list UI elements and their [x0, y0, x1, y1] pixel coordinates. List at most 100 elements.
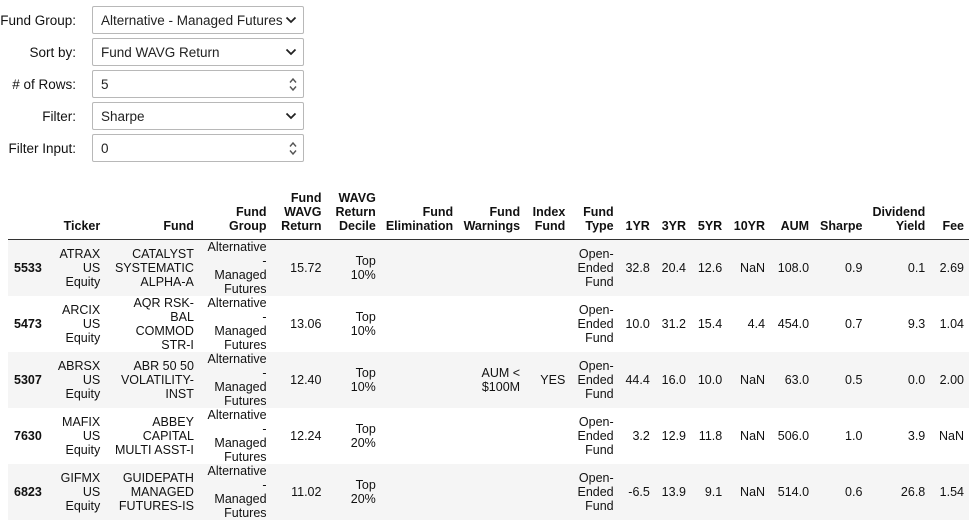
- fund-group-cell-line: Managed: [214, 323, 267, 338]
- ticker-cell-line: Equity: [65, 274, 101, 289]
- decile-cell: Top 10%: [326, 239, 380, 296]
- wavg-return-cell: 15.72: [290, 260, 322, 275]
- return-10yr-cell: NaN: [740, 484, 766, 499]
- fund-group-cell: Alternative - Managed Futures: [199, 296, 272, 352]
- elimination-cell: [381, 464, 458, 520]
- fund-name-cell: CATALYST SYSTEMATIC ALPHA-A: [105, 239, 199, 296]
- dividend-yield-cell: 26.8: [900, 484, 926, 499]
- column-header: AUM: [770, 186, 814, 239]
- return-5yr-cell: 9.1: [704, 484, 723, 499]
- column-header-line: Fund: [163, 218, 194, 233]
- filter-select[interactable]: Sharpe: [92, 102, 304, 130]
- filter-input-field[interactable]: 0: [92, 134, 304, 162]
- ticker-cell-line: ATRAX: [59, 246, 101, 261]
- fund-name-cell-line: COMMOD: [135, 323, 194, 338]
- fund-type-cell: Open- Ended Fund: [570, 296, 618, 352]
- column-header: Index Fund: [525, 186, 570, 239]
- ticker-cell-line: Equity: [65, 330, 101, 345]
- column-header: Ticker: [52, 186, 106, 239]
- fee-cell: 1.04: [939, 316, 964, 331]
- return-1yr-cell: 32.8: [625, 260, 650, 275]
- decile-cell-line: 10%: [350, 379, 376, 394]
- fund-group-cell: Alternative - Managed Futures: [199, 464, 272, 520]
- column-header-line: Decile: [338, 218, 376, 233]
- column-header-line: 5YR: [697, 218, 723, 233]
- decile-cell: Top 10%: [326, 352, 380, 408]
- sharpe-cell: 1.0: [845, 428, 863, 443]
- sort-by-value: Fund WAVG Return: [101, 44, 220, 60]
- fund-type-cell-line: Ended: [577, 372, 614, 387]
- fund-type-cell-line: Fund: [585, 442, 614, 457]
- fund-type-cell-line: Fund: [585, 498, 614, 513]
- column-header-line: Return: [335, 204, 376, 219]
- ticker-cell-line: Equity: [65, 442, 101, 457]
- table-row: 6823 GIFMX US Equity GUIDEPATH MANAGED FUTURES…: [8, 463, 969, 520]
- fund-type-cell: Open- Ended Fund: [570, 464, 618, 520]
- fund-type-cell-line: Ended: [577, 260, 614, 275]
- spinner-arrows-icon[interactable]: [288, 76, 298, 93]
- num-rows-value: 5: [101, 76, 109, 92]
- fund-group-cell-line: Alternative -: [207, 351, 267, 380]
- ticker-cell: GIFMX US Equity: [52, 464, 106, 520]
- dividend-yield-cell: 9.3: [907, 316, 926, 331]
- column-header-line: Fund: [583, 204, 614, 219]
- spinner-arrows-icon[interactable]: [288, 140, 298, 157]
- fee-cell: 2.69: [939, 260, 964, 275]
- wavg-return-cell: 12.24: [290, 428, 322, 443]
- return-1yr-cell: 44.4: [625, 372, 650, 387]
- column-header-line: Fee: [942, 218, 964, 233]
- column-header-line: Fund: [422, 204, 454, 219]
- chevron-down-icon: [285, 112, 297, 120]
- fund-name-cell-line: GUIDEPATH: [122, 470, 194, 485]
- ticker-cell-line: US: [82, 316, 101, 331]
- warnings-cell-line: $100M: [481, 379, 521, 394]
- decile-cell: Top 10%: [326, 296, 380, 352]
- wavg-return-cell: 12.40: [290, 372, 322, 387]
- fund-type-cell-line: Ended: [577, 316, 614, 331]
- fee-cell: NaN: [938, 428, 964, 443]
- fund-name-cell: ABR 50 50 VOLATILITY- INST: [105, 352, 199, 408]
- sharpe-cell: 0.6: [845, 484, 863, 499]
- fund-group-cell-line: Managed: [214, 379, 267, 394]
- header-row: Ticker Fund Fund Group Fund WAVG Return WAVG Ret…: [8, 186, 969, 239]
- sort-by-label: Sort by:: [29, 44, 76, 60]
- sharpe-cell: 0.9: [845, 260, 863, 275]
- sort-by-select[interactable]: Fund WAVG Return: [92, 38, 304, 66]
- fund-name-cell-line: SYSTEMATIC: [114, 260, 194, 275]
- table-body: 5533 ATRAX US Equity CATALYST SYSTEMATIC ALPHA…: [8, 239, 969, 520]
- return-3yr-cell: 20.4: [661, 260, 687, 275]
- column-header-line: Sharpe: [820, 218, 863, 233]
- num-rows-input[interactable]: 5: [92, 70, 304, 98]
- column-header: 3YR: [655, 186, 691, 239]
- column-header-line: Type: [585, 218, 614, 233]
- ticker-cell-line: ARCIX: [62, 302, 101, 317]
- fund-group-cell-line: Alternative -: [207, 407, 267, 436]
- ticker-cell: MAFIX US Equity: [52, 408, 106, 464]
- decile-cell-line: Top: [355, 477, 376, 492]
- fund-type-cell-line: Open-: [578, 302, 614, 317]
- column-header-line: Warnings: [463, 218, 521, 233]
- fund-name-cell-line: FUTURES-IS: [118, 498, 194, 513]
- column-header: Fund WAVG Return: [272, 186, 327, 239]
- fund-group-control: Fund Group: Alternative - Managed Future…: [0, 6, 304, 34]
- column-header: 1YR: [619, 186, 655, 239]
- return-10yr-cell: 4.4: [747, 316, 766, 331]
- aum-cell: 506.0: [777, 428, 810, 443]
- dividend-yield-cell: 0.1: [907, 260, 926, 275]
- filter-input-control: Filter Input: 0: [0, 134, 304, 162]
- decile-cell-line: 10%: [350, 267, 376, 282]
- wavg-return-cell: 13.06: [290, 316, 322, 331]
- fund-name-cell-line: MANAGED: [130, 484, 194, 499]
- ticker-cell-line: MAFIX: [62, 414, 101, 429]
- decile-cell-line: 10%: [350, 323, 376, 338]
- fund-type-cell-line: Open-: [578, 358, 614, 373]
- return-5yr-cell: 15.4: [697, 316, 723, 331]
- fund-name-cell-line: CATALYST: [132, 246, 194, 261]
- fund-group-select[interactable]: Alternative - Managed Futures: [92, 6, 304, 34]
- column-header-line: Index: [532, 204, 566, 219]
- fund-group-cell-line: Futures: [224, 449, 267, 464]
- elimination-cell: [381, 239, 458, 296]
- return-5yr-cell: 12.6: [697, 260, 723, 275]
- fund-group-cell-line: Futures: [224, 281, 267, 296]
- fund-name-cell: ABBEY CAPITAL MULTI ASST-I: [105, 408, 199, 464]
